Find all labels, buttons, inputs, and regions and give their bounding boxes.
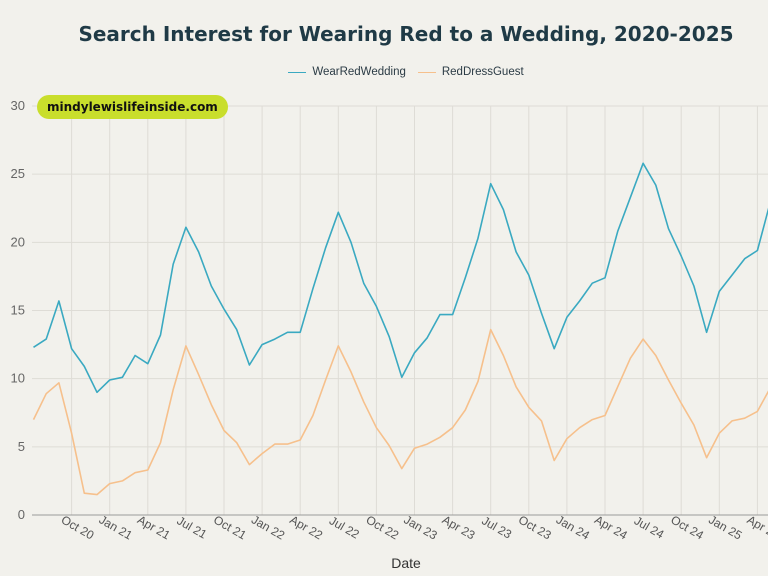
- x-tick-label: Oct 22: [364, 513, 402, 543]
- x-tick-label: Jul 24: [632, 513, 667, 541]
- y-tick-label: 5: [18, 439, 25, 454]
- x-tick-label: Oct 24: [668, 513, 706, 543]
- y-tick-label: 0: [18, 507, 25, 522]
- legend-label-reddressguest: RedDressGuest: [441, 66, 524, 78]
- y-tick-label: 25: [11, 166, 25, 181]
- x-tick-label: Apr 24: [592, 513, 630, 543]
- x-tick-label: Apr 21: [135, 513, 173, 543]
- legend-item-wearredwedding[interactable]: WearRedWedding: [288, 66, 406, 78]
- x-tick-label: Apr 25: [745, 513, 768, 543]
- x-tick-label: Apr 22: [287, 513, 325, 543]
- legend-item-reddressguest[interactable]: RedDressGuest: [417, 66, 524, 78]
- x-tick-label: Oct 20: [59, 513, 97, 543]
- legend-swatch-reddressguest: [417, 71, 436, 73]
- x-tick-label: Jul 21: [175, 513, 210, 541]
- x-tick-label: Jul 23: [479, 513, 514, 541]
- x-tick-label: Jan 25: [706, 512, 744, 542]
- x-tick-label: Jan 23: [401, 512, 439, 542]
- series-line-wearredwedding: [33, 162, 768, 394]
- x-tick-label: Oct 23: [516, 513, 554, 543]
- legend-label-wearredwedding: WearRedWedding: [312, 66, 406, 78]
- x-tick-label: Jan 22: [249, 512, 287, 542]
- x-tick-label: Jan 24: [554, 512, 592, 542]
- legend-swatch-wearredwedding: [288, 71, 307, 73]
- y-tick-label: 20: [11, 234, 25, 249]
- series-line-reddressguest: [32, 328, 768, 496]
- y-tick-label: 30: [11, 98, 25, 113]
- x-tick-label: Oct 21: [211, 513, 249, 543]
- x-axis-title: Date: [391, 555, 421, 571]
- chart-legend: WearRedWedding RedDressGuest: [0, 66, 768, 78]
- x-tick-label: Jan 21: [97, 512, 135, 542]
- x-tick-label: Jul 22: [327, 513, 362, 541]
- x-tick-label: Apr 23: [440, 513, 478, 543]
- y-tick-label: 10: [11, 371, 25, 386]
- y-tick-label: 15: [11, 303, 25, 318]
- watermark-badge: mindylewislifeinside.com: [37, 95, 228, 119]
- chart-title: Search Interest for Wearing Red to a Wed…: [78, 22, 734, 46]
